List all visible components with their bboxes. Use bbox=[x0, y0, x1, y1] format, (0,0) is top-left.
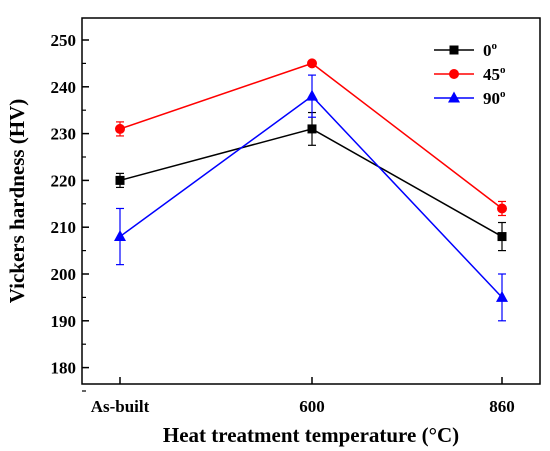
legend-label: 90o bbox=[483, 88, 506, 108]
legend-label: 0o bbox=[483, 40, 498, 60]
square-marker bbox=[497, 232, 507, 242]
square-marker bbox=[449, 45, 459, 55]
legend-label-value: 45 bbox=[483, 65, 500, 84]
y-tick-label: 180 bbox=[51, 359, 77, 378]
x-tick-label: 600 bbox=[299, 397, 325, 416]
triangle-marker bbox=[306, 89, 318, 101]
circle-marker bbox=[307, 58, 317, 69]
series-layer bbox=[114, 58, 508, 322]
y-tick-label: 190 bbox=[51, 312, 77, 331]
legend-label-value: 0 bbox=[483, 41, 492, 60]
y-axis-title: Vickers hardness (HV) bbox=[5, 99, 29, 304]
y-axis: 180 190 200 210 220 230 240 250 bbox=[51, 31, 89, 392]
legend-label-superscript: o bbox=[492, 40, 498, 52]
x-tick-label: 860 bbox=[489, 397, 515, 416]
plot-frame bbox=[81, 17, 541, 385]
series-45 bbox=[115, 58, 507, 217]
x-axis: As-built 600 860 bbox=[91, 377, 515, 416]
legend-label-superscript: o bbox=[500, 88, 506, 100]
circle-marker bbox=[497, 203, 507, 214]
y-tick-label: 250 bbox=[51, 31, 77, 50]
y-tick-label: 240 bbox=[51, 78, 77, 97]
series-0 bbox=[115, 111, 507, 252]
y-tick-label: 220 bbox=[51, 171, 77, 190]
legend-label: 45o bbox=[483, 64, 506, 84]
x-tick-label: As-built bbox=[91, 397, 150, 416]
square-marker bbox=[115, 175, 125, 185]
y-tick-label: 210 bbox=[51, 218, 77, 237]
legend-label-superscript: o bbox=[500, 64, 506, 76]
series-line bbox=[119, 62, 503, 210]
x-axis-title: Heat treatment temperature (°C) bbox=[163, 423, 459, 447]
square-marker bbox=[307, 124, 317, 134]
series-90 bbox=[114, 74, 508, 322]
triangle-marker bbox=[496, 290, 508, 302]
legend-label-value: 90 bbox=[483, 89, 500, 108]
y-tick-label: 200 bbox=[51, 265, 77, 284]
y-tick-label: 230 bbox=[51, 125, 77, 144]
circle-marker bbox=[115, 123, 125, 134]
circle-marker bbox=[449, 69, 459, 79]
triangle-marker bbox=[448, 91, 460, 103]
triangle-marker bbox=[114, 230, 126, 242]
